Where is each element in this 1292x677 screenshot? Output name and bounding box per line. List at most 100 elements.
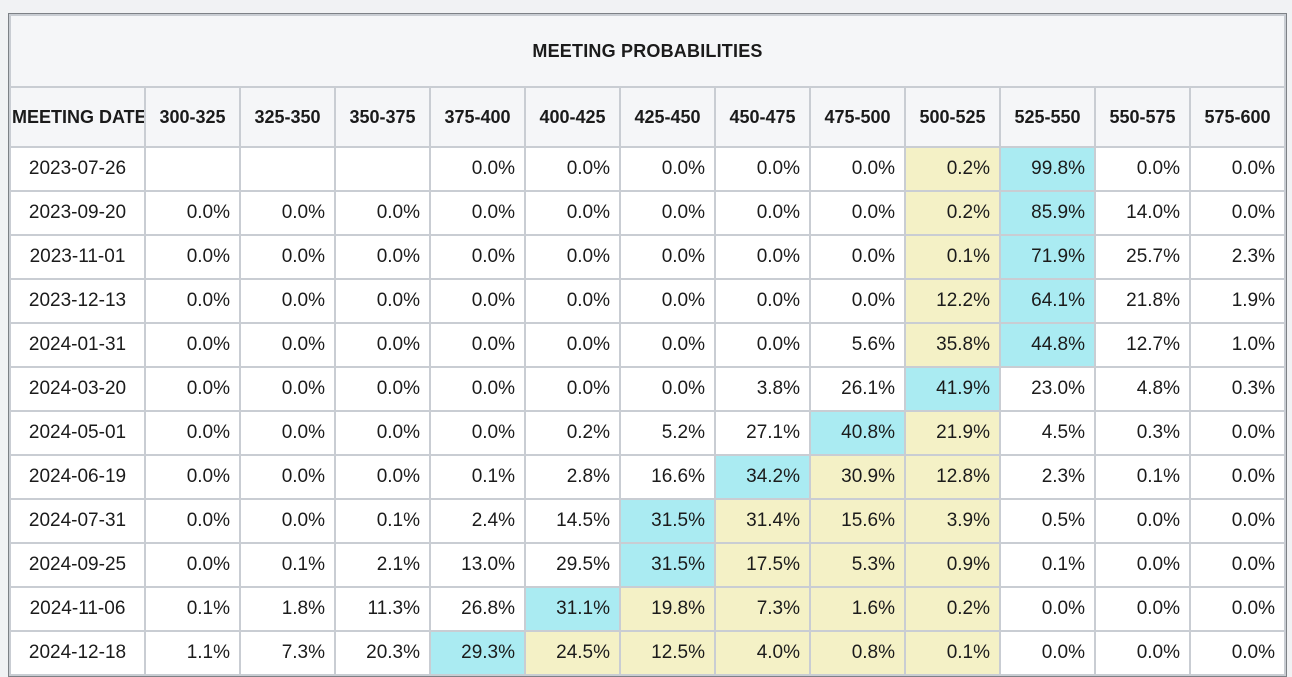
prob-cell: 0.0% [334,322,431,368]
prob-cell: 0.0% [619,190,716,236]
prob-cell-highest: 41.9% [904,366,1001,412]
prob-cell: 0.0% [239,498,336,544]
prob-cell-highlighted: 3.9% [904,498,1001,544]
prob-cell: 0.1% [1094,454,1191,500]
prob-cell-highlighted: 21.9% [904,410,1001,456]
prob-cell: 27.1% [714,410,811,456]
prob-cell: 0.0% [809,190,906,236]
prob-cell: 0.2% [524,410,621,456]
prob-cell: 11.3% [334,586,431,632]
prob-cell: 2.4% [429,498,526,544]
prob-cell: 0.1% [429,454,526,500]
prob-cell: 0.0% [429,234,526,280]
table-title: MEETING PROBABILITIES [8,14,1287,88]
prob-cell: 1.1% [144,630,241,676]
prob-cell: 0.0% [524,234,621,280]
prob-cell: 0.0% [334,454,431,500]
prob-cell: 2.3% [999,454,1096,500]
table-row: 2023-07-26 0.0% 0.0% 0.0% 0.0% 0.0% 0.2% 99.8% 0… [9,146,1287,192]
prob-cell: 1.9% [1188,278,1287,324]
prob-cell: 0.0% [1094,630,1191,676]
prob-cell: 0.0% [619,234,716,280]
prob-cell: 0.0% [239,410,336,456]
prob-cell-highlighted: 0.8% [809,630,906,676]
prob-cell: 0.0% [809,278,906,324]
prob-cell: 2.1% [334,542,431,588]
prob-cell: 2.8% [524,454,621,500]
meeting-probabilities-panel: MEETING PROBABILITIES MEETING DATE 300-32… [8,13,1288,677]
prob-cell: 3.8% [714,366,811,412]
prob-cell: 0.0% [144,410,241,456]
col-header-rate-range: 575-600 [1188,86,1287,148]
prob-cell: 14.0% [1094,190,1191,236]
prob-cell-highest: 29.3% [429,630,526,676]
prob-cell: 29.5% [524,542,621,588]
prob-cell: 20.3% [334,630,431,676]
prob-cell: 0.0% [524,278,621,324]
prob-cell-highlighted: 24.5% [524,630,621,676]
prob-cell-highest: 31.1% [524,586,621,632]
prob-cell: 0.0% [334,278,431,324]
prob-cell [334,146,431,192]
date-cell: 2024-11-06 [9,586,146,632]
prob-cell: 0.0% [619,146,716,192]
date-cell: 2023-12-13 [9,278,146,324]
prob-cell: 16.6% [619,454,716,500]
table-row: 2023-09-20 0.0% 0.0% 0.0% 0.0% 0.0% 0.0% 0.0% 0.… [9,190,1287,236]
prob-cell: 0.0% [1188,542,1287,588]
prob-cell: 0.0% [1188,454,1287,500]
prob-cell: 0.0% [714,278,811,324]
table-row: 2024-09-25 0.0% 0.1% 2.1% 13.0% 29.5% 31.5% 17.… [9,542,1287,588]
prob-cell: 0.1% [239,542,336,588]
prob-cell: 0.0% [429,146,526,192]
date-cell: 2024-03-20 [9,366,146,412]
prob-cell: 23.0% [999,366,1096,412]
prob-cell: 4.8% [1094,366,1191,412]
prob-cell: 0.1% [334,498,431,544]
prob-cell: 0.0% [1094,586,1191,632]
prob-cell: 26.8% [429,586,526,632]
date-cell: 2024-09-25 [9,542,146,588]
prob-cell: 0.0% [239,454,336,500]
prob-cell: 0.0% [999,630,1096,676]
prob-cell: 13.0% [429,542,526,588]
prob-cell: 0.0% [1188,498,1287,544]
prob-cell: 0.0% [714,146,811,192]
prob-cell-highlighted: 12.2% [904,278,1001,324]
prob-cell: 0.0% [1094,146,1191,192]
prob-cell-highlighted: 0.2% [904,146,1001,192]
prob-cell: 0.0% [429,190,526,236]
prob-cell: 0.0% [239,366,336,412]
prob-cell: 0.0% [1188,410,1287,456]
table-row: 2024-03-20 0.0% 0.0% 0.0% 0.0% 0.0% 0.0% 3.8% 26… [9,366,1287,412]
prob-cell: 0.5% [999,498,1096,544]
prob-cell-highlighted: 12.5% [619,630,716,676]
prob-cell-highest: 64.1% [999,278,1096,324]
prob-cell: 5.6% [809,322,906,368]
prob-cell-highlighted: 0.2% [904,190,1001,236]
prob-cell-highlighted: 7.3% [714,586,811,632]
prob-cell-highest: 31.5% [619,498,716,544]
prob-cell-highest: 44.8% [999,322,1096,368]
prob-cell: 0.0% [144,542,241,588]
prob-cell: 25.7% [1094,234,1191,280]
prob-cell: 0.0% [714,190,811,236]
date-cell: 2024-01-31 [9,322,146,368]
prob-cell: 0.0% [524,146,621,192]
prob-cell-highlighted: 0.1% [904,234,1001,280]
prob-cell-highlighted: 1.6% [809,586,906,632]
col-header-rate-range: 400-425 [524,86,621,148]
table-head: MEETING PROBABILITIES MEETING DATE 300-32… [8,14,1287,148]
col-header-rate-range: 475-500 [809,86,906,148]
prob-cell: 26.1% [809,366,906,412]
prob-cell-highlighted: 15.6% [809,498,906,544]
date-cell: 2024-07-31 [9,498,146,544]
table-row: 2024-12-18 1.1% 7.3% 20.3% 29.3% 24.5% 12.5% 4.… [9,630,1287,676]
table-row: 2024-06-19 0.0% 0.0% 0.0% 0.1% 2.8% 16.6% 34.2%… [9,454,1287,500]
prob-cell-highest: 31.5% [619,542,716,588]
col-header-rate-range: 525-550 [999,86,1096,148]
table-row: 2024-11-06 0.1% 1.8% 11.3% 26.8% 31.1% 19.8% 7.… [9,586,1287,632]
prob-cell: 0.0% [334,234,431,280]
prob-cell: 0.0% [239,234,336,280]
table-row: 2024-07-31 0.0% 0.0% 0.1% 2.4% 14.5% 31.5% 31.4… [9,498,1287,544]
